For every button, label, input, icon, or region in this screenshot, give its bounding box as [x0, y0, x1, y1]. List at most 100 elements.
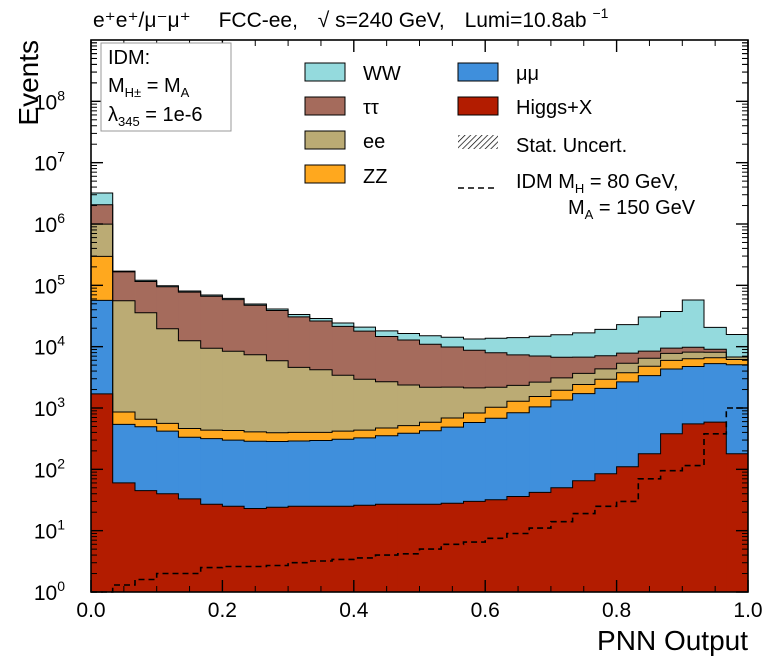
bar-4-23	[594, 355, 617, 369]
svg-text:Higgs+X: Higgs+X	[516, 97, 592, 119]
bar-3-10	[309, 369, 333, 433]
info-box-line1: IDM:	[108, 47, 150, 69]
series-edge-1	[91, 299, 748, 442]
bar-5-8	[266, 309, 289, 311]
y-axis-label: Events	[13, 40, 44, 126]
bar-3-15	[419, 387, 442, 423]
y-tick-label: 102	[34, 455, 65, 482]
bar-2-22	[572, 384, 596, 394]
y-tick-label: 105	[34, 271, 65, 298]
bar-5-25	[638, 316, 662, 352]
bar-5-18	[485, 338, 508, 353]
bar-1-15	[419, 430, 442, 505]
bar-5-28	[703, 327, 727, 350]
info-box: IDM: MH± = MA λ345 = 1e-6	[100, 42, 232, 132]
title-lumi-exp: −1	[592, 5, 608, 21]
bar-2-8	[266, 432, 289, 442]
bar-1-20	[529, 406, 552, 493]
bar-2-10	[309, 432, 333, 441]
bar-0-8	[266, 507, 289, 592]
bar-5-3	[156, 285, 179, 287]
bar-1-5	[200, 438, 223, 505]
bar-0-29	[726, 453, 749, 592]
bar-5-9	[288, 314, 311, 317]
bar-1-16	[441, 427, 464, 504]
bar-1-23	[594, 388, 617, 474]
bar-0-16	[441, 503, 464, 592]
bar-5-0	[91, 192, 114, 205]
bar-2-5	[200, 430, 223, 439]
bar-0-24	[616, 466, 639, 592]
bar-4-3	[156, 286, 179, 329]
bar-4-18	[485, 352, 508, 388]
bar-2-6	[222, 430, 245, 441]
bar-4-6	[222, 299, 245, 352]
bar-4-9	[288, 316, 311, 368]
bar-2-9	[288, 432, 311, 441]
bar-3-11	[332, 375, 355, 432]
bar-3-25	[638, 358, 662, 367]
bar-0-0	[91, 393, 114, 592]
bar-2-12	[353, 430, 376, 438]
series-edge-2	[91, 255, 748, 434]
bar-3-13	[375, 381, 399, 428]
bar-5-12	[353, 327, 376, 332]
bar-0-20	[529, 492, 552, 592]
bar-2-20	[529, 396, 552, 407]
bar-4-24	[616, 353, 639, 364]
bar-0-1	[112, 482, 136, 592]
bar-5-16	[441, 337, 464, 347]
bar-4-28	[703, 349, 727, 353]
bar-5-14	[397, 333, 420, 340]
bar-1-26	[660, 368, 683, 434]
bar-3-22	[572, 373, 596, 385]
title-process: e⁺e⁺/μ⁻μ⁺	[93, 9, 191, 32]
bar-2-25	[638, 366, 662, 376]
bar-0-28	[703, 422, 727, 592]
bar-1-4	[178, 437, 202, 499]
y-tick-label: 103	[34, 394, 65, 421]
bar-4-20	[529, 356, 552, 383]
bar-2-1	[112, 412, 136, 425]
bar-3-1	[112, 300, 136, 413]
bar-4-1	[112, 271, 136, 301]
bar-0-19	[506, 496, 530, 592]
bar-5-11	[332, 322, 355, 327]
bar-4-11	[332, 326, 355, 376]
bar-4-2	[135, 281, 158, 313]
bar-2-11	[332, 431, 355, 440]
bar-0-21	[550, 487, 573, 592]
bar-3-29	[726, 357, 749, 360]
bar-3-20	[529, 382, 552, 397]
bar-4-5	[200, 296, 223, 349]
bar-2-19	[506, 401, 530, 413]
bar-1-28	[703, 363, 727, 423]
bar-2-29	[726, 359, 749, 365]
bar-3-5	[200, 348, 223, 431]
bar-2-7	[244, 431, 267, 442]
bar-1-17	[463, 422, 486, 502]
bar-4-14	[397, 339, 420, 386]
bar-3-8	[266, 360, 289, 433]
bar-0-27	[682, 423, 705, 592]
bar-3-28	[703, 352, 727, 358]
series-edge-4	[91, 204, 748, 358]
bar-3-18	[485, 387, 508, 408]
legend: WW μμ ττ Higgs+X ee Stat. Uncert. ZZ	[304, 62, 696, 222]
bar-1-19	[506, 412, 530, 497]
bar-1-13	[375, 435, 399, 505]
legend-entry-zz: ZZ	[304, 164, 387, 188]
bar-4-25	[638, 351, 662, 359]
bar-3-17	[463, 387, 486, 413]
bar-1-29	[726, 364, 749, 454]
bar-4-19	[506, 354, 530, 386]
bar-2-24	[616, 372, 639, 382]
svg-text:IDM MH = 80 GeV,: IDM MH = 80 GeV,	[516, 171, 679, 196]
bar-4-15	[419, 344, 442, 388]
bar-2-15	[419, 422, 442, 431]
y-tick-label: 108	[34, 87, 65, 114]
bar-4-0	[91, 204, 114, 225]
x-axis-label: PNN Output	[597, 625, 748, 656]
bar-1-22	[572, 393, 596, 481]
bar-0-15	[419, 504, 442, 592]
